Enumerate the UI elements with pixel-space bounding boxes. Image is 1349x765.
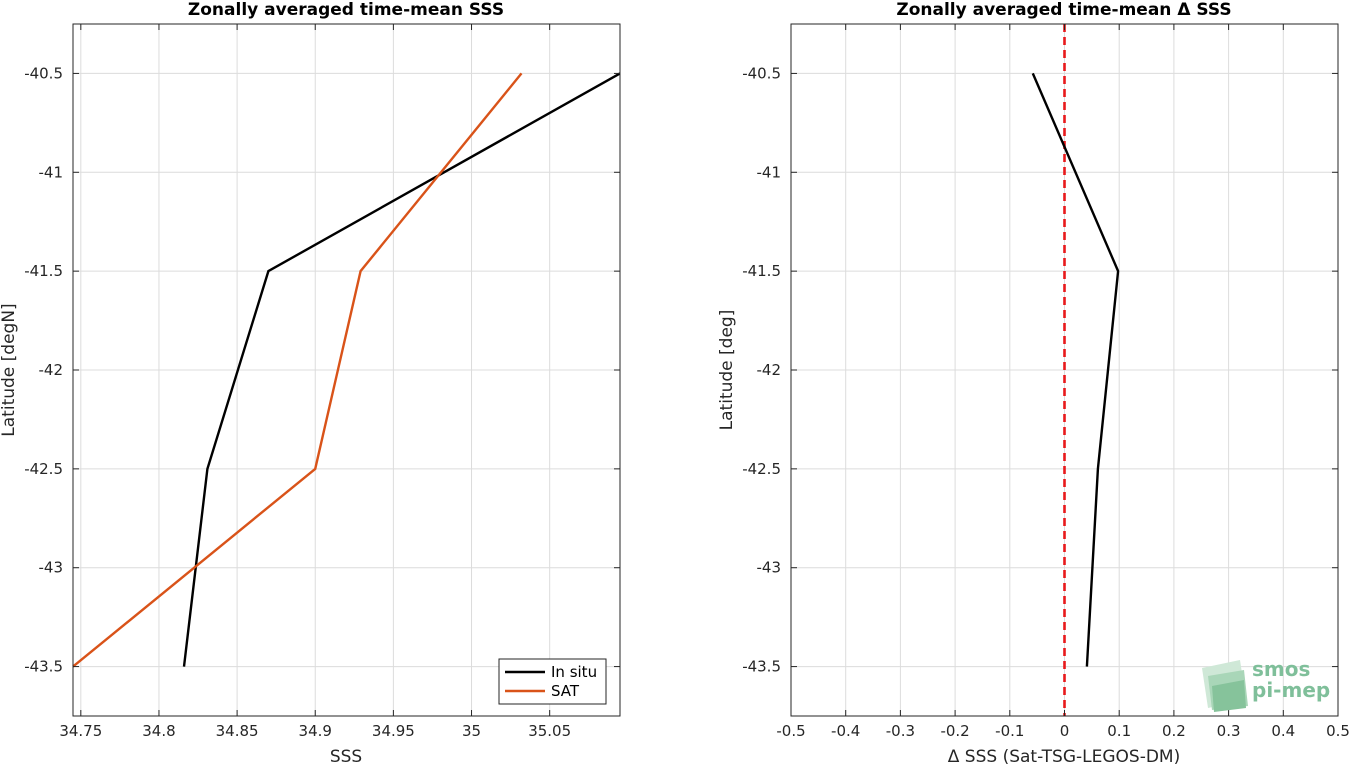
left-x-tick-label: 35 — [462, 722, 481, 740]
left-y-tick-label: -40.5 — [24, 64, 63, 82]
left-series-line-sat — [72, 72, 523, 668]
left-x-tick-label: 34.85 — [216, 722, 259, 740]
left-y-tick-label: -42.5 — [24, 460, 63, 478]
right-x-tick-label: 0 — [1060, 722, 1070, 740]
right-ticks: -0.5 -0.4 -0.3 -0.2 -0.1 0 0.1 0.2 0.3 0.4 0.5 -40.… — [742, 24, 1349, 740]
right-x-tick-label: -0.1 — [995, 722, 1024, 740]
right-x-tick-label: -0.2 — [940, 722, 969, 740]
left-y-tick-label: -42 — [39, 361, 64, 379]
left-y-tick-label: -43.5 — [24, 658, 63, 676]
legend-label-in-situ: In situ — [551, 663, 597, 681]
legend-label-sat: SAT — [551, 682, 580, 700]
right-y-tick-label: -41 — [757, 163, 782, 181]
right-x-tick-label: -0.4 — [831, 722, 860, 740]
left-y-tick-label: -41.5 — [24, 262, 63, 280]
left-x-tick-label: 34.9 — [299, 722, 332, 740]
left-chart-title: Zonally averaged time-mean SSS — [188, 0, 504, 20]
right-x-tick-label: 0.1 — [1107, 722, 1131, 740]
right-y-tick-label: -42.5 — [742, 460, 781, 478]
logo-text-pi-mep: pi-mep — [1252, 678, 1330, 702]
right-y-tick-label: -41.5 — [742, 262, 781, 280]
right-y-tick-label: -40.5 — [742, 64, 781, 82]
left-x-axis-label: SSS — [330, 747, 362, 765]
right-y-tick-label: -42 — [757, 361, 782, 379]
legend-box — [498, 658, 607, 705]
right-series-line-delta-sss — [1031, 72, 1120, 667]
left-y-tick-label: -43 — [39, 559, 64, 577]
right-x-tick-label: 0.5 — [1326, 722, 1349, 740]
left-series — [72, 72, 621, 668]
logo-text-smos: smos — [1252, 657, 1310, 681]
left-chart: 34.75 34.8 34.85 34.9 34.95 35 35.05 -40.5 -41 -4… — [0, 0, 621, 765]
legend: In situ SAT — [498, 658, 607, 705]
right-x-tick-label: -0.3 — [886, 722, 915, 740]
left-x-tick-label: 34.95 — [372, 722, 415, 740]
right-chart-title: Zonally averaged time-mean Δ SSS — [896, 0, 1231, 20]
right-chart: -0.5 -0.4 -0.3 -0.2 -0.1 0 0.1 0.2 0.3 0.4 0.5 -40.… — [717, 0, 1349, 765]
right-x-axis-label: Δ SSS (Sat-TSG-LEGOS-DM) — [948, 747, 1180, 765]
right-x-tick-label: 0.2 — [1162, 722, 1186, 740]
right-x-tick-label: -0.5 — [776, 722, 805, 740]
right-y-tick-label: -43.5 — [742, 658, 781, 676]
right-x-tick-label: 0.3 — [1217, 722, 1241, 740]
right-x-tick-label: 0.4 — [1271, 722, 1295, 740]
left-x-tick-label: 34.75 — [59, 722, 102, 740]
left-y-axis-label: Latitude [degN] — [0, 303, 19, 436]
right-y-tick-label: -43 — [757, 559, 782, 577]
left-x-tick-label: 35.05 — [528, 722, 571, 740]
left-y-tick-label: -41 — [39, 163, 64, 181]
left-x-tick-label: 34.8 — [142, 722, 175, 740]
left-ticks: 34.75 34.8 34.85 34.9 34.95 35 35.05 -40.5 -41 -4… — [24, 24, 620, 740]
logo-mark-front — [1212, 680, 1246, 712]
right-y-axis-label: Latitude [deg] — [717, 310, 737, 431]
right-series — [1031, 24, 1120, 716]
smos-pi-mep-logo: smos pi-mep — [1202, 657, 1330, 712]
